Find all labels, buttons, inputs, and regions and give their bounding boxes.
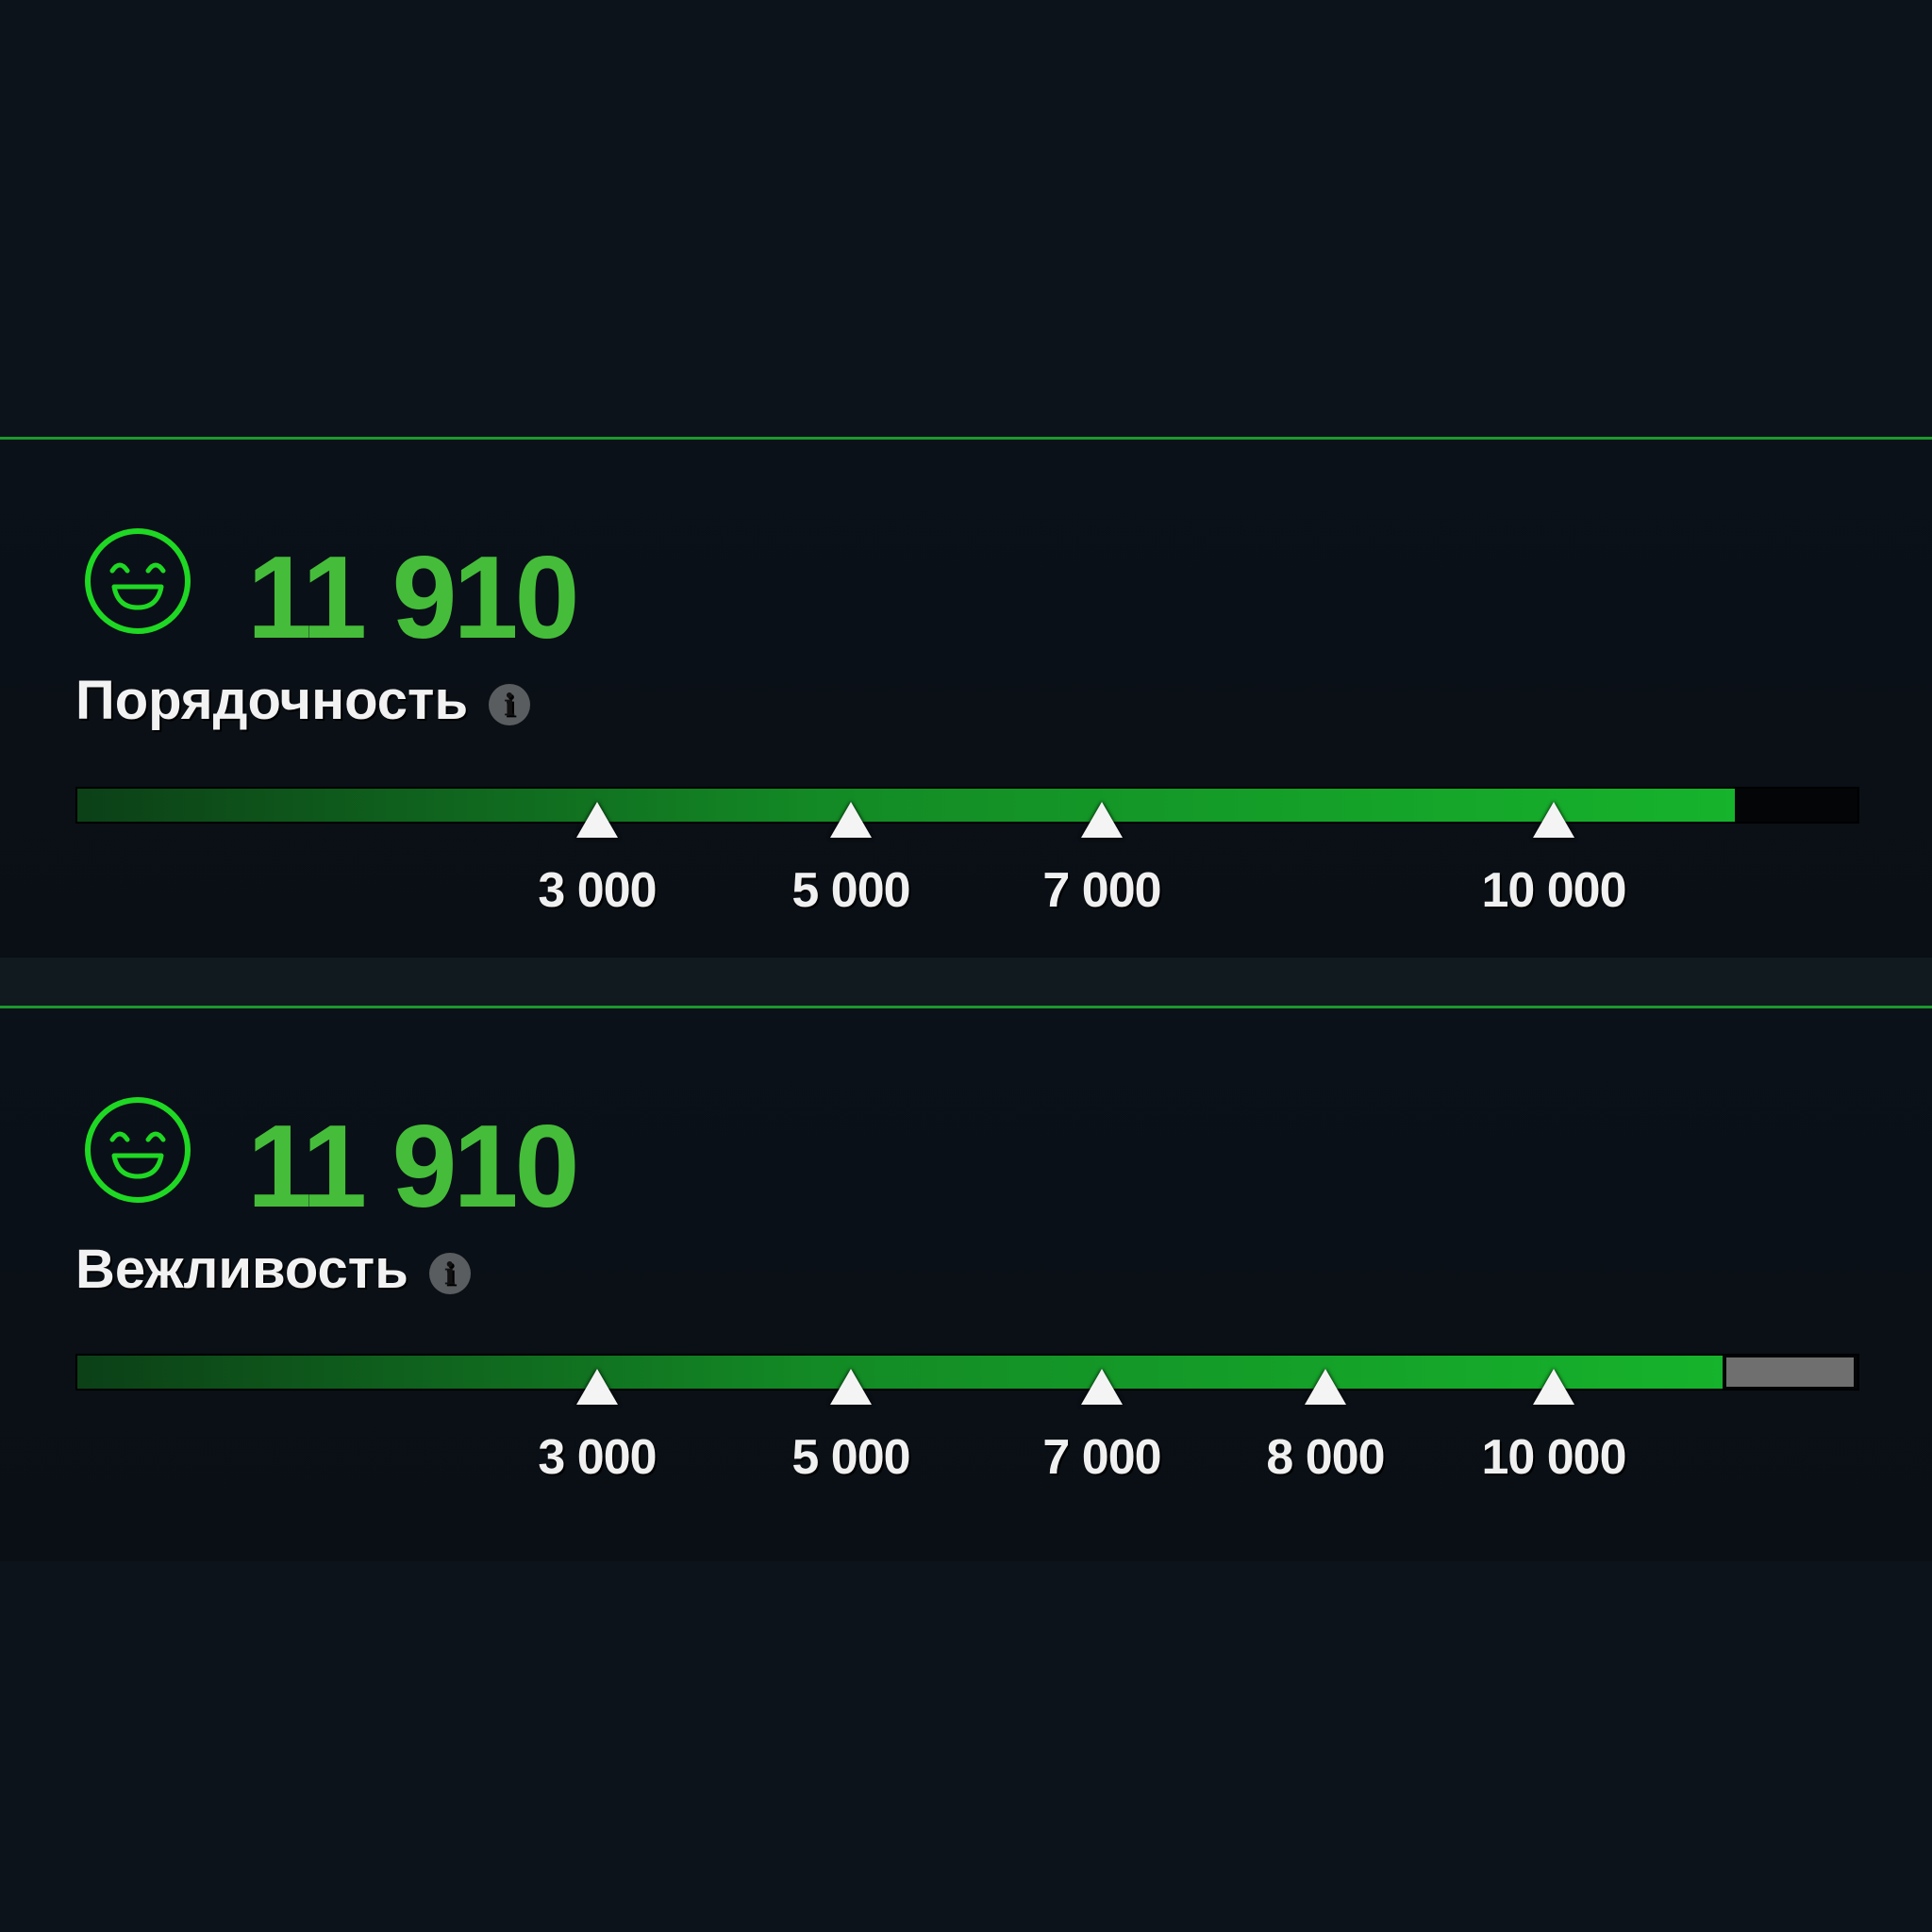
milestone-marker xyxy=(1081,1369,1123,1405)
milestone-label: 10 000 xyxy=(1481,1430,1626,1485)
milestone-label: 10 000 xyxy=(1481,863,1626,918)
decency-panel: 11 910 Порядочность i 3 000 5 000 7 000 10 0… xyxy=(0,437,1932,960)
smiling-face-icon xyxy=(85,528,191,634)
milestone-label: 7 000 xyxy=(1042,1430,1161,1485)
progress-fill xyxy=(77,1356,1723,1389)
stat-title: Порядочность xyxy=(75,670,469,731)
milestone-label: 7 000 xyxy=(1042,863,1161,918)
score-value: 11 910 xyxy=(247,1102,579,1232)
progress-remaining xyxy=(1726,1357,1854,1387)
milestone-marker xyxy=(1533,1369,1574,1405)
info-icon[interactable]: i xyxy=(489,683,531,725)
milestone-marker xyxy=(576,802,618,838)
progress-fill xyxy=(77,789,1735,822)
info-icon[interactable]: i xyxy=(428,1252,471,1294)
progress-bar: 3 000 5 000 7 000 10 000 xyxy=(77,789,1857,918)
milestone-label: 8 000 xyxy=(1266,1430,1385,1485)
smiling-face-icon xyxy=(85,1097,191,1203)
politeness-panel: 11 910 Вежливость i 3 000 5 000 7 000 8 000 1… xyxy=(0,1006,1932,1561)
milestone-marker xyxy=(1533,802,1574,838)
milestone-marker xyxy=(830,802,872,838)
progress-bar: 3 000 5 000 7 000 8 000 10 000 xyxy=(77,1356,1857,1485)
milestone-label: 5 000 xyxy=(791,1430,910,1485)
stat-title: Вежливость xyxy=(75,1239,408,1300)
milestone-marker xyxy=(830,1369,872,1405)
stat-title-row: Порядочность i xyxy=(75,674,531,728)
milestone-label: 3 000 xyxy=(538,863,657,918)
score-value: 11 910 xyxy=(247,533,579,663)
stat-title-row: Вежливость i xyxy=(75,1242,471,1297)
panel-gap xyxy=(0,958,1932,1006)
milestone-label: 3 000 xyxy=(538,1430,657,1485)
milestone-label: 5 000 xyxy=(791,863,910,918)
milestone-marker xyxy=(576,1369,618,1405)
milestone-marker xyxy=(1081,802,1123,838)
milestone-marker xyxy=(1305,1369,1346,1405)
